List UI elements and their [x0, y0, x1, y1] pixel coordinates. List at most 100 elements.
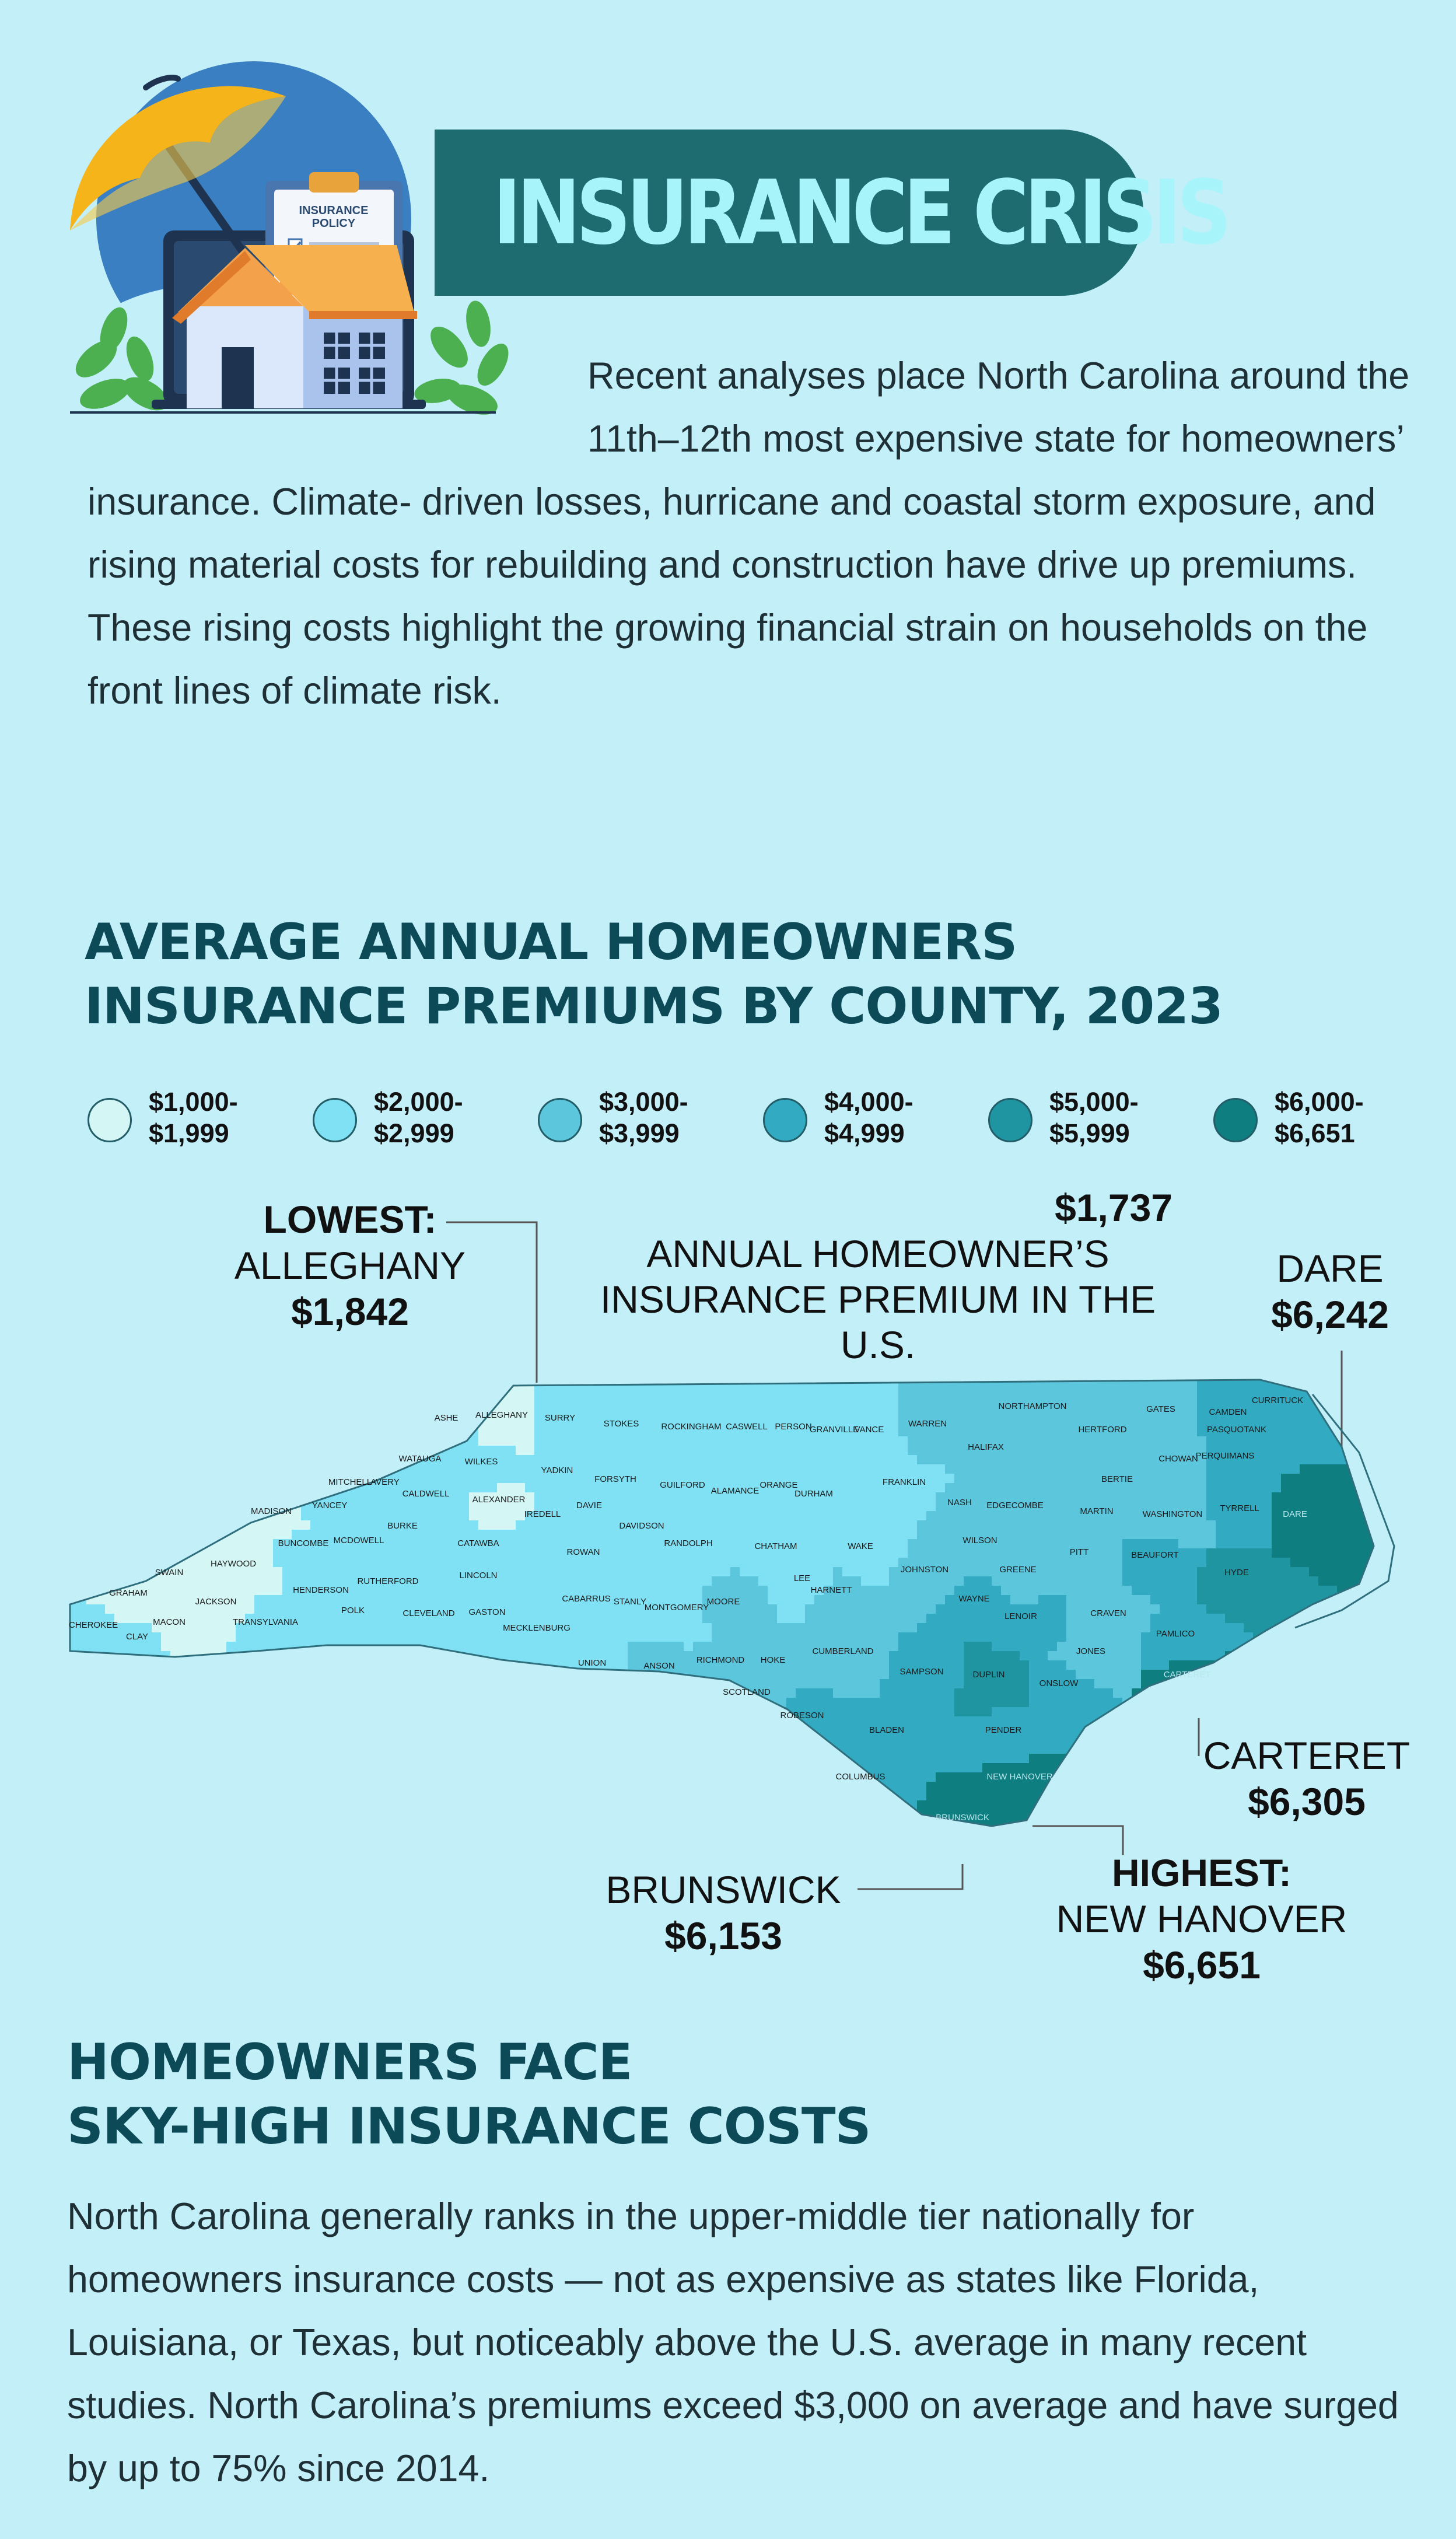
county-tile: [226, 1576, 236, 1586]
county-tile: [1029, 1530, 1039, 1540]
county-tile: [301, 1427, 311, 1437]
county-tile: [702, 1464, 712, 1474]
county-tile: [189, 1642, 199, 1652]
county-tile: [1132, 1511, 1142, 1521]
county-tile: [226, 1455, 236, 1465]
county-tile: [1225, 1455, 1235, 1465]
county-tile: [786, 1511, 796, 1521]
county-tile: [954, 1474, 964, 1484]
county-tile: [86, 1474, 96, 1484]
county-tile: [712, 1502, 722, 1512]
legend-item: $2,000- $2,999: [313, 1086, 505, 1156]
county-tile: [646, 1408, 656, 1418]
county-tile: [814, 1651, 824, 1661]
county-tile: [870, 1558, 880, 1568]
county-tile: [58, 1558, 68, 1568]
county-tile: [861, 1436, 871, 1446]
county-tile: [394, 1530, 404, 1540]
county-tile: [534, 1483, 544, 1493]
county-tile: [777, 1511, 787, 1521]
county-tile: [553, 1595, 563, 1605]
county-tile: [1122, 1436, 1132, 1446]
county-tile: [908, 1651, 918, 1661]
county-tile: [665, 1390, 675, 1400]
county-tile: [1141, 1604, 1151, 1614]
county-tile: [842, 1604, 852, 1614]
county-tile: [1104, 1380, 1114, 1390]
county-tile: [674, 1614, 684, 1624]
county-tile: [1374, 1455, 1384, 1465]
county-tile: [1038, 1604, 1048, 1614]
county-tile: [366, 1548, 376, 1558]
county-tile: [992, 1651, 1002, 1661]
county-tile: [805, 1492, 815, 1502]
county-tile: [842, 1408, 852, 1418]
county-tile: [1225, 1530, 1235, 1540]
county-tile: [1132, 1660, 1142, 1670]
county-tile: [1365, 1418, 1374, 1428]
county-tile: [96, 1464, 106, 1474]
county-tile: [1094, 1604, 1104, 1614]
county-tile: [385, 1558, 395, 1568]
county-tile: [469, 1679, 479, 1689]
county-tile: [814, 1380, 824, 1390]
county-tile: [562, 1595, 572, 1605]
county-tile: [1141, 1539, 1151, 1549]
county-tile: [628, 1567, 638, 1577]
county-tile: [618, 1595, 628, 1605]
county-tile: [1253, 1595, 1263, 1605]
county-tile: [310, 1399, 320, 1409]
county-tile: [516, 1595, 526, 1605]
county-tile: [114, 1548, 124, 1558]
county-tile: [712, 1595, 722, 1605]
county-tile: [292, 1642, 302, 1652]
county-tile: [70, 1511, 78, 1521]
county-tile: [992, 1586, 1002, 1596]
county-tile: [637, 1408, 647, 1418]
county-tile: [77, 1558, 87, 1568]
county-tile: [833, 1446, 843, 1456]
county-tile: [1356, 1530, 1366, 1540]
county-tile: [730, 1632, 740, 1642]
county-tile: [385, 1530, 395, 1540]
county-tile: [525, 1455, 535, 1465]
county-tile: [1206, 1642, 1216, 1652]
county-tile: [852, 1623, 862, 1633]
county-tile: [712, 1586, 722, 1596]
county-tile: [852, 1408, 862, 1418]
county-tile: [292, 1464, 302, 1474]
county-tile: [693, 1651, 703, 1661]
county-tile: [600, 1660, 610, 1670]
county-tile: [1038, 1464, 1048, 1474]
county-tile: [1253, 1380, 1263, 1390]
county-tile: [1206, 1586, 1216, 1596]
county-tile: [712, 1492, 722, 1502]
county-tile: [684, 1380, 694, 1381]
county-tile: [413, 1623, 423, 1633]
county-tile: [1300, 1548, 1310, 1558]
county-tile: [1393, 1614, 1400, 1624]
county-tile: [1020, 1502, 1030, 1512]
county-tile: [114, 1427, 124, 1437]
county-tile: [1206, 1520, 1216, 1530]
county-tile: [954, 1558, 964, 1568]
legend-swatch: [88, 1098, 132, 1142]
county-tile: [1281, 1474, 1291, 1484]
county-tile: [217, 1576, 227, 1586]
county-tile: [1076, 1418, 1086, 1428]
county-tile: [936, 1632, 946, 1642]
county-tile: [637, 1446, 647, 1456]
county-tile: [432, 1548, 442, 1558]
county-tile: [478, 1558, 488, 1568]
county-tile: [1197, 1380, 1207, 1381]
county-tile: [562, 1520, 572, 1530]
county-tile: [96, 1614, 106, 1624]
county-tile: [441, 1576, 451, 1586]
county-tile: [226, 1511, 236, 1521]
county-tile: [1206, 1558, 1216, 1568]
county-tile: [534, 1399, 544, 1409]
county-tile: [973, 1614, 983, 1624]
county-tile: [422, 1688, 432, 1698]
county-tile: [749, 1679, 759, 1689]
